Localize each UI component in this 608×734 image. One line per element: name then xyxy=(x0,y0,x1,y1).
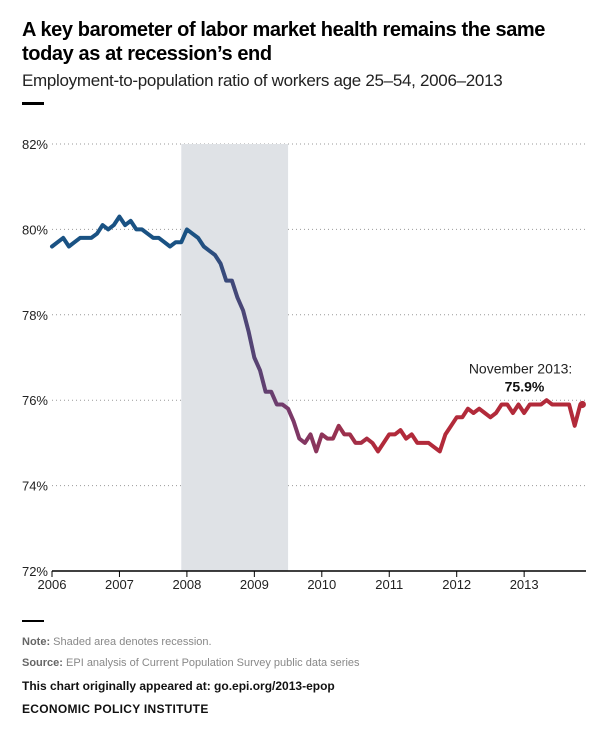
note: Note: Shaded area denotes recession. xyxy=(22,636,212,648)
annotation-value: 75.9% xyxy=(505,378,545,394)
chart-subtitle: Employment-to-population ratio of worker… xyxy=(22,71,503,90)
y-tick-label: 76% xyxy=(22,393,48,408)
source-note: Source: EPI analysis of Current Populati… xyxy=(22,657,360,669)
y-tick-label: 80% xyxy=(22,222,48,237)
y-tick-label: 82% xyxy=(22,137,48,152)
y-tick-label: 72% xyxy=(22,564,48,579)
original-link-text: This chart originally appeared at: go.ep… xyxy=(22,679,335,693)
annotation-label: November 2013: xyxy=(469,360,573,376)
x-tick-label: 2010 xyxy=(307,577,336,592)
x-tick-label: 2006 xyxy=(38,577,67,592)
x-tick-label: 2012 xyxy=(442,577,471,592)
note-text: Shaded area denotes recession. xyxy=(53,636,212,648)
series-line xyxy=(50,214,583,454)
x-tick-label: 2008 xyxy=(172,577,201,592)
source-text: EPI analysis of Current Population Surve… xyxy=(66,657,360,669)
x-tick-label: 2011 xyxy=(375,577,403,592)
title-rule xyxy=(22,102,44,105)
y-tick-label: 78% xyxy=(22,308,48,323)
x-tick-label: 2013 xyxy=(510,577,539,592)
institute-name: ECONOMIC POLICY INSTITUTE xyxy=(22,702,209,716)
notes-rule xyxy=(22,620,44,622)
x-tick-label: 2007 xyxy=(105,577,134,592)
recession-shade xyxy=(181,144,289,571)
chart-title: A key barometer of labor market health r… xyxy=(22,19,546,65)
x-tick-label: 2009 xyxy=(240,577,269,592)
y-tick-label: 74% xyxy=(22,479,48,494)
endpoint-marker xyxy=(578,400,586,409)
note-label: Note: xyxy=(22,636,51,648)
source-label: Source: xyxy=(22,657,63,669)
line-chart: 72% 74% 76% 78% 80% 82% 2006 2007 2008 2009 2010 20… xyxy=(22,137,586,592)
